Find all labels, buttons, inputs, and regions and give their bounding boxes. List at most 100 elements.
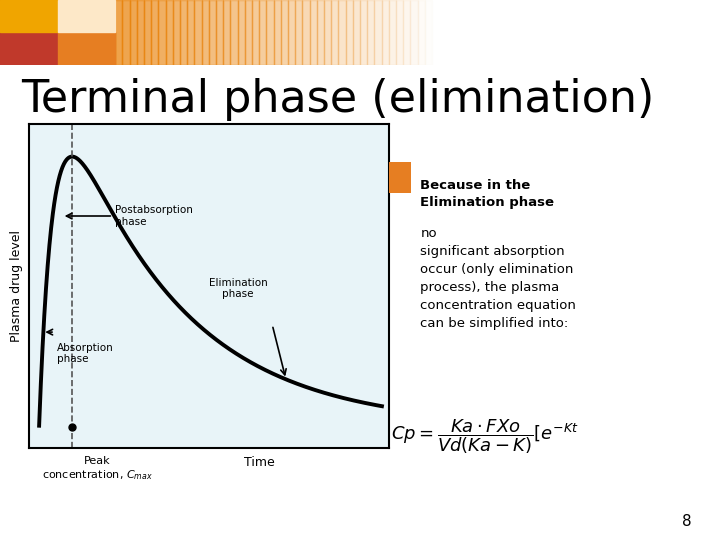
Bar (288, 0, 295, 65)
Bar (281, 0, 288, 65)
Bar (698, 0, 706, 65)
Bar (310, 0, 317, 65)
Bar (180, 0, 187, 65)
Bar (137, 0, 144, 65)
Bar (439, 0, 446, 65)
Text: Absorption
phase: Absorption phase (57, 343, 113, 364)
Bar (389, 161, 411, 193)
Bar (295, 0, 302, 65)
Text: Postabsorption
phase: Postabsorption phase (115, 205, 193, 227)
Bar (158, 0, 166, 65)
Bar (475, 0, 482, 65)
Bar (266, 0, 274, 65)
Bar (144, 0, 151, 65)
Bar (353, 0, 360, 65)
Bar (223, 0, 230, 65)
Bar (425, 0, 432, 65)
Bar (655, 0, 662, 65)
Bar (36, 0, 43, 65)
Bar (173, 0, 180, 65)
Bar (302, 0, 310, 65)
Bar (115, 0, 122, 65)
Bar (446, 0, 454, 65)
Bar (50, 0, 58, 65)
Bar (72, 0, 79, 65)
Bar (338, 0, 346, 65)
Bar (331, 0, 338, 65)
Bar (58, 0, 115, 32)
Bar (490, 0, 497, 65)
Bar (58, 32, 115, 65)
Bar (461, 0, 468, 65)
Bar (504, 0, 511, 65)
Bar (14, 0, 22, 65)
Bar (324, 0, 331, 65)
Bar (252, 0, 259, 65)
Bar (670, 0, 677, 65)
Bar (130, 0, 137, 65)
Bar (0, 0, 7, 65)
Bar (58, 0, 65, 65)
Bar (86, 0, 94, 65)
Bar (194, 0, 202, 65)
Bar (65, 0, 72, 65)
Bar (598, 0, 605, 65)
Text: Peak
concentration, $C_{max}$: Peak concentration, $C_{max}$ (42, 456, 153, 482)
Bar (648, 0, 655, 65)
Text: Elimination
phase: Elimination phase (209, 278, 267, 299)
Bar (396, 0, 403, 65)
Bar (346, 0, 353, 65)
Bar (626, 0, 634, 65)
Bar (454, 0, 461, 65)
Bar (360, 0, 367, 65)
Bar (547, 0, 554, 65)
Bar (0, 0, 58, 32)
Bar (202, 0, 209, 65)
Bar (583, 0, 590, 65)
Bar (101, 0, 108, 65)
Bar (576, 0, 583, 65)
Bar (382, 0, 389, 65)
Bar (403, 0, 410, 65)
Bar (216, 0, 223, 65)
Bar (389, 0, 396, 65)
Bar (374, 0, 382, 65)
Bar (187, 0, 194, 65)
Bar (518, 0, 526, 65)
Bar (634, 0, 641, 65)
Bar (619, 0, 626, 65)
Bar (562, 0, 569, 65)
Bar (612, 0, 619, 65)
Bar (230, 0, 238, 65)
Bar (7, 0, 14, 65)
Bar (540, 0, 547, 65)
Text: Because in the
Elimination phase: Because in the Elimination phase (420, 179, 554, 210)
Bar (482, 0, 490, 65)
Bar (590, 0, 598, 65)
Bar (554, 0, 562, 65)
Bar (0, 32, 58, 65)
Bar (259, 0, 266, 65)
Bar (641, 0, 648, 65)
Bar (122, 0, 130, 65)
Text: no
significant absorption
occur (only elimination
process), the plasma
concentra: no significant absorption occur (only el… (420, 227, 576, 329)
Bar (511, 0, 518, 65)
Bar (238, 0, 245, 65)
Bar (684, 0, 691, 65)
Bar (79, 0, 86, 65)
Bar (367, 0, 374, 65)
Bar (151, 0, 158, 65)
Bar (497, 0, 504, 65)
Bar (706, 0, 713, 65)
Bar (29, 0, 36, 65)
Y-axis label: Plasma drug level: Plasma drug level (10, 230, 23, 342)
Bar (317, 0, 324, 65)
Text: 8: 8 (682, 514, 691, 529)
Bar (410, 0, 418, 65)
Bar (526, 0, 533, 65)
Bar (605, 0, 612, 65)
Bar (713, 0, 720, 65)
Bar (418, 0, 425, 65)
Bar (108, 0, 115, 65)
Bar (677, 0, 684, 65)
